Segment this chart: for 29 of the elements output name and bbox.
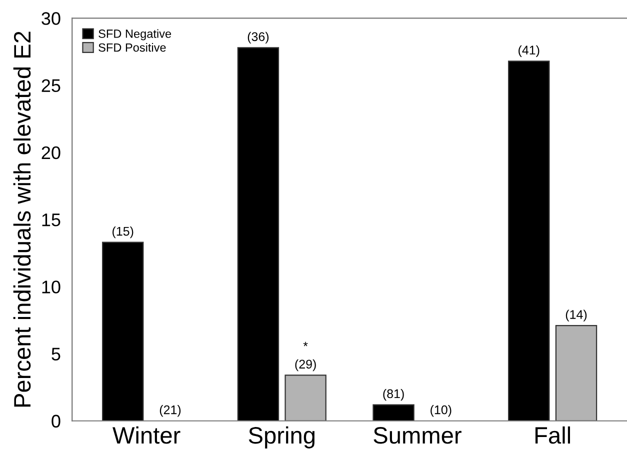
bar [508, 60, 550, 421]
y-tick-label: 30 [42, 12, 60, 25]
annotation: (41) [518, 45, 540, 57]
annotation: (36) [248, 32, 269, 44]
bar [284, 374, 326, 421]
x-tick-label: Summer [374, 427, 462, 444]
annotation: (14) [566, 310, 587, 322]
annotation: (29) [295, 359, 316, 372]
y-tick-label: 20 [42, 146, 60, 160]
annotation: (81) [383, 388, 404, 401]
x-tick-label: Winter [112, 426, 180, 444]
annotation: (10) [430, 405, 452, 417]
y-tick-label: 5 [52, 348, 60, 360]
bar [372, 404, 414, 421]
bar [237, 47, 280, 421]
bar [102, 242, 144, 421]
y-tick-label: 25 [42, 79, 60, 92]
x-tick-label: Fall [535, 426, 570, 444]
y-tick-label: 10 [42, 280, 60, 294]
legend-label: SFD Positive [98, 43, 166, 52]
annotation: * [303, 342, 308, 346]
legend-label: SFD Negative [98, 29, 172, 40]
annotation: (21) [160, 405, 181, 417]
y-axis-title: Percent individuals with elevated E2 [13, 32, 31, 407]
annotation: (15) [112, 226, 134, 238]
y-tick-label: 15 [42, 214, 60, 226]
x-tick-label: Spring [248, 426, 314, 448]
y-tick-label: 0 [52, 414, 60, 428]
bar [555, 325, 598, 421]
